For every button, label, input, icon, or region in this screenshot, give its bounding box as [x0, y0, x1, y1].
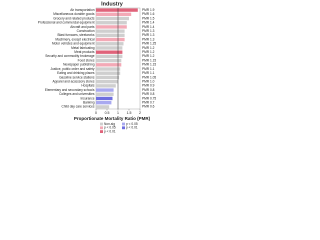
bar: [96, 37, 125, 42]
bar: [96, 21, 127, 25]
bar: [96, 67, 121, 71]
value-label: PMR 1.1: [142, 67, 155, 71]
value-label: PMR 1.05: [142, 75, 156, 79]
category-label: Machinery, except electrical: [55, 37, 94, 41]
category-label: Air transportation: [70, 8, 94, 12]
category-label: Food stores: [78, 58, 95, 62]
legend-label: p < 0.05: [104, 126, 116, 130]
x-tick-label: 0: [95, 111, 97, 115]
bar: [96, 88, 114, 92]
bar: [96, 8, 138, 12]
x-tick-label: 1: [117, 111, 119, 115]
category-label: Elementary and secondary schools: [45, 88, 95, 92]
bar: [96, 54, 123, 59]
category-label: Banking: [83, 101, 95, 105]
bar: [96, 33, 125, 38]
x-tick-label: 0.5: [105, 111, 110, 115]
legend-label: p < 0.05: [126, 122, 138, 126]
value-label: PMR 1.25: [142, 42, 156, 46]
bar: [96, 63, 122, 67]
bar: [96, 101, 112, 105]
value-label: PMR 1.2: [142, 50, 155, 54]
legend-label: Non-sig: [104, 122, 115, 126]
x-tick-label: 2: [139, 111, 141, 115]
value-label: PMR 0.75: [142, 96, 156, 100]
bar: [96, 58, 122, 63]
category-label: Eating and drinking places: [57, 71, 95, 75]
bar: [96, 25, 127, 29]
bar: [96, 50, 123, 54]
category-label: Apparel and accessory stores: [53, 79, 95, 83]
category-label: Miscellaneous durable goods: [53, 12, 95, 16]
legend-swatch: [122, 126, 125, 130]
bar: [96, 96, 113, 101]
value-label: PMR 0.7: [142, 101, 155, 105]
x-axis-title: Proportionate Mortality Ratio (PMR): [74, 116, 151, 121]
bar: [96, 92, 114, 96]
bar: [96, 12, 132, 16]
chart: Industry Proportionate Mortality Ratio (…: [38, 1, 157, 133]
value-label: PMR 1.4: [142, 21, 155, 25]
category-label: Meat products: [74, 50, 95, 54]
category-label: Justice, public order and safety: [51, 67, 95, 71]
category-label: Hospitals: [81, 84, 95, 88]
bar: [96, 84, 116, 88]
category-label: Construction: [77, 29, 95, 33]
category-label: Gasoline service stations: [59, 75, 95, 79]
category-label: Aircraft and parts: [70, 25, 95, 29]
category-label: Child day care services: [62, 105, 95, 109]
bar: [96, 71, 121, 75]
bar: [96, 42, 124, 46]
category-label: Colleges and universities: [59, 92, 95, 96]
value-label: PMR 1.3: [142, 29, 155, 33]
value-label: PMR 1.2: [142, 54, 155, 58]
category-label: Blast furnaces, steelworks: [57, 33, 94, 37]
legend-swatch: [100, 126, 103, 130]
category-label: Professional and commercial equipment: [38, 21, 95, 25]
value-label: PMR 1.3: [142, 33, 155, 37]
value-label: PMR 1.0: [142, 79, 155, 83]
category-label: Grocery and related products: [53, 16, 95, 20]
bar: [96, 16, 129, 21]
legend-swatch: [100, 122, 103, 126]
value-label: PMR 0.8: [142, 92, 155, 96]
legend-swatch: [100, 130, 103, 133]
bar: [96, 105, 110, 109]
legend-swatch: [122, 122, 125, 126]
value-label: PMR 0.9: [142, 84, 155, 88]
value-label: PMR 0.6: [142, 105, 155, 109]
value-label: PMR 1.5: [142, 16, 155, 20]
value-label: PMR 1.15: [142, 63, 156, 67]
value-label: PMR 1.15: [142, 58, 156, 62]
category-label: Metal fabricating: [71, 46, 95, 50]
value-label: PMR 0.8: [142, 88, 155, 92]
category-label: Insurance: [81, 96, 95, 100]
bar: [96, 79, 118, 84]
value-label: PMR 1.1: [142, 71, 155, 75]
value-label: PMR 1.3: [142, 37, 155, 41]
bar: [96, 29, 125, 33]
value-label: PMR 1.6: [142, 12, 155, 16]
value-label: PMR 1.4: [142, 25, 155, 29]
bar: [96, 75, 120, 80]
legend-label: p < 0.01: [126, 126, 138, 130]
value-label: PMR 1.2: [142, 46, 155, 50]
category-label: Motor vehicles and equipment: [52, 42, 95, 46]
value-label: PMR 1.9: [142, 8, 155, 12]
legend-label: p < 0.01: [104, 129, 116, 133]
category-label: Newspaper publishing: [63, 63, 95, 67]
x-tick-label: 1.5: [127, 111, 132, 115]
bar: [96, 46, 123, 50]
chart-title: Industry: [101, 1, 124, 7]
category-label: Security and commodity brokerage: [45, 54, 94, 58]
